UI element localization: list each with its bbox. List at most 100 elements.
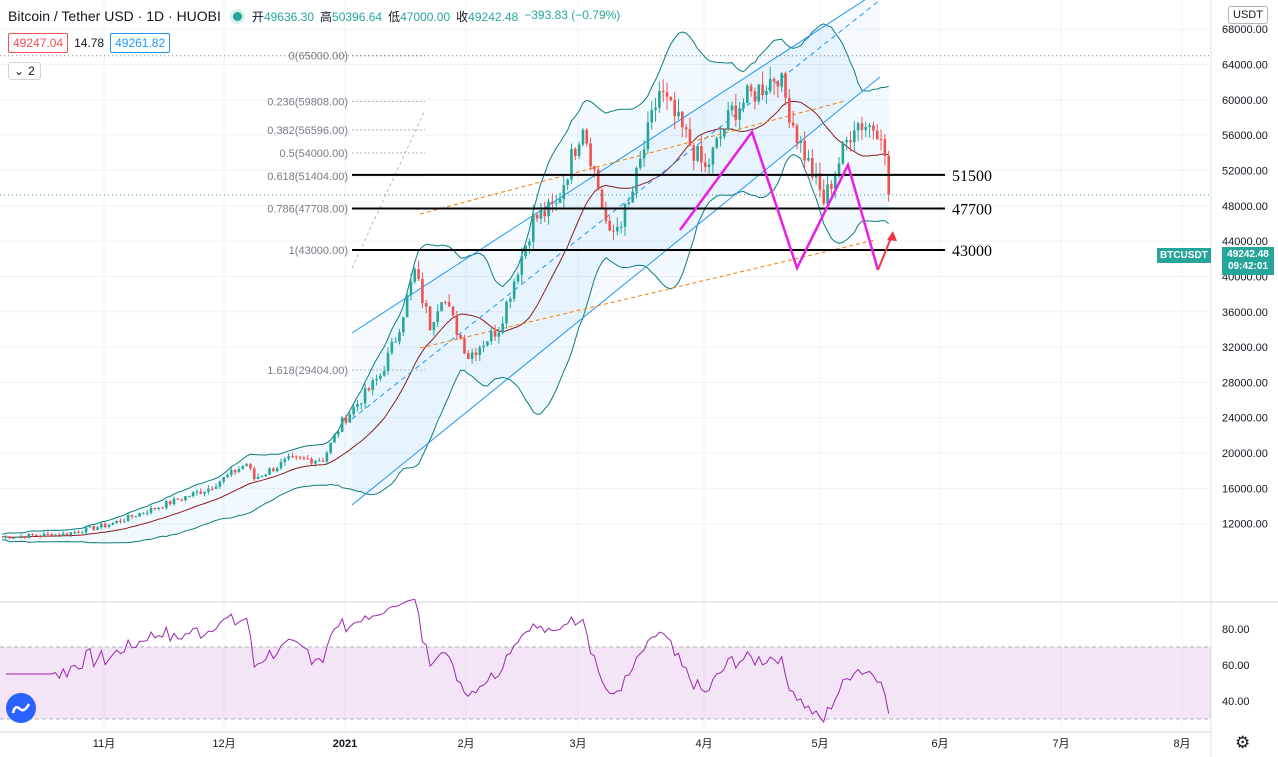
currency-button[interactable]: USDT — [1228, 6, 1268, 24]
candle-body — [749, 85, 753, 92]
time-tick-label: 3月 — [569, 738, 586, 750]
fib-level-label: 0.236(59808.00) — [267, 97, 348, 109]
candle-body — [15, 536, 19, 538]
price-tick-label: 72000.00 — [1222, 0, 1268, 1]
candle-body — [596, 169, 600, 190]
candle-body — [616, 226, 619, 232]
price-tick-label: 32000.00 — [1222, 342, 1268, 354]
candle-body — [226, 474, 229, 478]
candle-body — [337, 431, 340, 435]
price-tick-label: 48000.00 — [1222, 201, 1268, 213]
candle-body — [810, 157, 814, 178]
channel-fill — [352, 0, 880, 505]
symbol-title[interactable]: Bitcoin / Tether USD · 1D · HUOBI — [8, 8, 221, 24]
candle-body — [187, 496, 191, 498]
candle-body — [245, 464, 248, 467]
candle-body — [765, 91, 768, 96]
candle-body — [638, 158, 642, 168]
fib-level-label: 1.618(29404.00) — [267, 365, 348, 377]
candle-body — [707, 164, 711, 167]
candle-body — [145, 512, 149, 514]
candle-body — [398, 332, 401, 342]
channel-mid-line — [351, 0, 881, 420]
candle-body — [352, 407, 355, 415]
candle-body — [497, 332, 501, 337]
bollinger-basis — [1, 100, 889, 538]
candlesticks — [4, 66, 891, 540]
candle-body — [31, 533, 34, 536]
candle-body — [688, 129, 692, 146]
candle-body — [531, 214, 535, 242]
candle-body — [818, 173, 822, 190]
candle-body — [554, 202, 558, 204]
candle-body — [379, 375, 382, 379]
candle-body — [696, 146, 699, 161]
candle-body — [375, 378, 378, 381]
buy-price-button[interactable]: 49261.82 — [110, 33, 171, 53]
spread-value: 14.78 — [74, 36, 105, 50]
bar-countdown: 09:42:01 — [1227, 261, 1269, 272]
candle-body — [619, 226, 623, 228]
candle-body — [673, 100, 676, 117]
candle-body — [260, 476, 264, 478]
candle-body — [161, 507, 164, 509]
candle-body — [172, 498, 176, 505]
candle-body — [325, 452, 329, 462]
candle-body — [604, 207, 608, 222]
candle-body — [623, 204, 627, 227]
candle-body — [661, 91, 665, 93]
candle-body — [799, 140, 803, 143]
candle-body — [394, 341, 397, 343]
candle-body — [371, 380, 375, 390]
candle-body — [646, 122, 650, 150]
candle-body — [512, 281, 516, 299]
candle-body — [314, 460, 317, 464]
candle-body — [294, 456, 298, 458]
candle-body — [65, 533, 69, 536]
candle-body — [405, 295, 409, 318]
candle-body — [505, 301, 508, 324]
candle-body — [883, 139, 887, 156]
candle-body — [860, 123, 864, 131]
candle-body — [356, 404, 359, 408]
fib-level-label: 0.5(54000.00) — [280, 148, 349, 160]
settings-gear-icon[interactable]: ⚙ — [1235, 733, 1251, 752]
candle-body — [218, 481, 222, 487]
candle-body — [528, 241, 531, 246]
last-price-label: 49242.48 09:42:01 — [1222, 247, 1274, 275]
candle-body — [440, 302, 443, 312]
candle-body — [19, 536, 23, 538]
candle-body — [180, 499, 183, 501]
indicators-toggle-button[interactable]: ⌄ 2 — [8, 62, 41, 80]
candle-body — [631, 191, 634, 203]
tradingview-logo-icon[interactable] — [6, 693, 36, 723]
time-tick-label: 2021 — [333, 738, 357, 750]
candle-body — [432, 321, 436, 331]
candle-body — [742, 102, 745, 109]
candle-body — [123, 520, 126, 522]
rsi-tick-label: 80.00 — [1222, 624, 1250, 636]
candle-body — [191, 492, 195, 497]
candle-body — [791, 122, 795, 126]
candle-body — [738, 108, 741, 120]
candle-body — [516, 274, 520, 282]
change-value: −393.83 (−0.79%) — [524, 7, 621, 22]
candle-body — [306, 458, 310, 460]
channel-lower-line — [351, 76, 881, 506]
candle-body — [348, 414, 352, 423]
level-label: 43000 — [952, 243, 992, 260]
candle-body — [539, 210, 543, 219]
candle-body — [107, 524, 111, 527]
level-label: 51500 — [952, 168, 992, 185]
candle-body — [841, 142, 845, 164]
channel-upper-line — [351, 0, 866, 334]
sell-price-button[interactable]: 49247.04 — [8, 33, 69, 53]
candle-body — [853, 130, 856, 143]
low-value: 47000.00 — [400, 9, 451, 24]
candle-body — [726, 110, 730, 130]
rsi-line — [5, 598, 890, 724]
candle-body — [287, 456, 290, 460]
candle-body — [558, 198, 562, 203]
candle-body — [692, 145, 696, 161]
